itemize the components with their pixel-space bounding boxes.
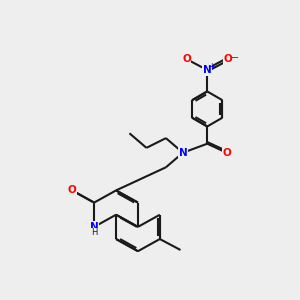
Text: +: + [208, 62, 214, 71]
Text: N: N [178, 148, 187, 158]
Text: H: H [91, 228, 98, 237]
Text: N: N [90, 222, 99, 232]
Text: O: O [224, 54, 232, 64]
Text: O: O [68, 185, 77, 195]
Text: −: − [230, 53, 239, 63]
Text: O: O [222, 148, 231, 158]
Text: N: N [203, 65, 212, 75]
Text: O: O [182, 54, 191, 64]
